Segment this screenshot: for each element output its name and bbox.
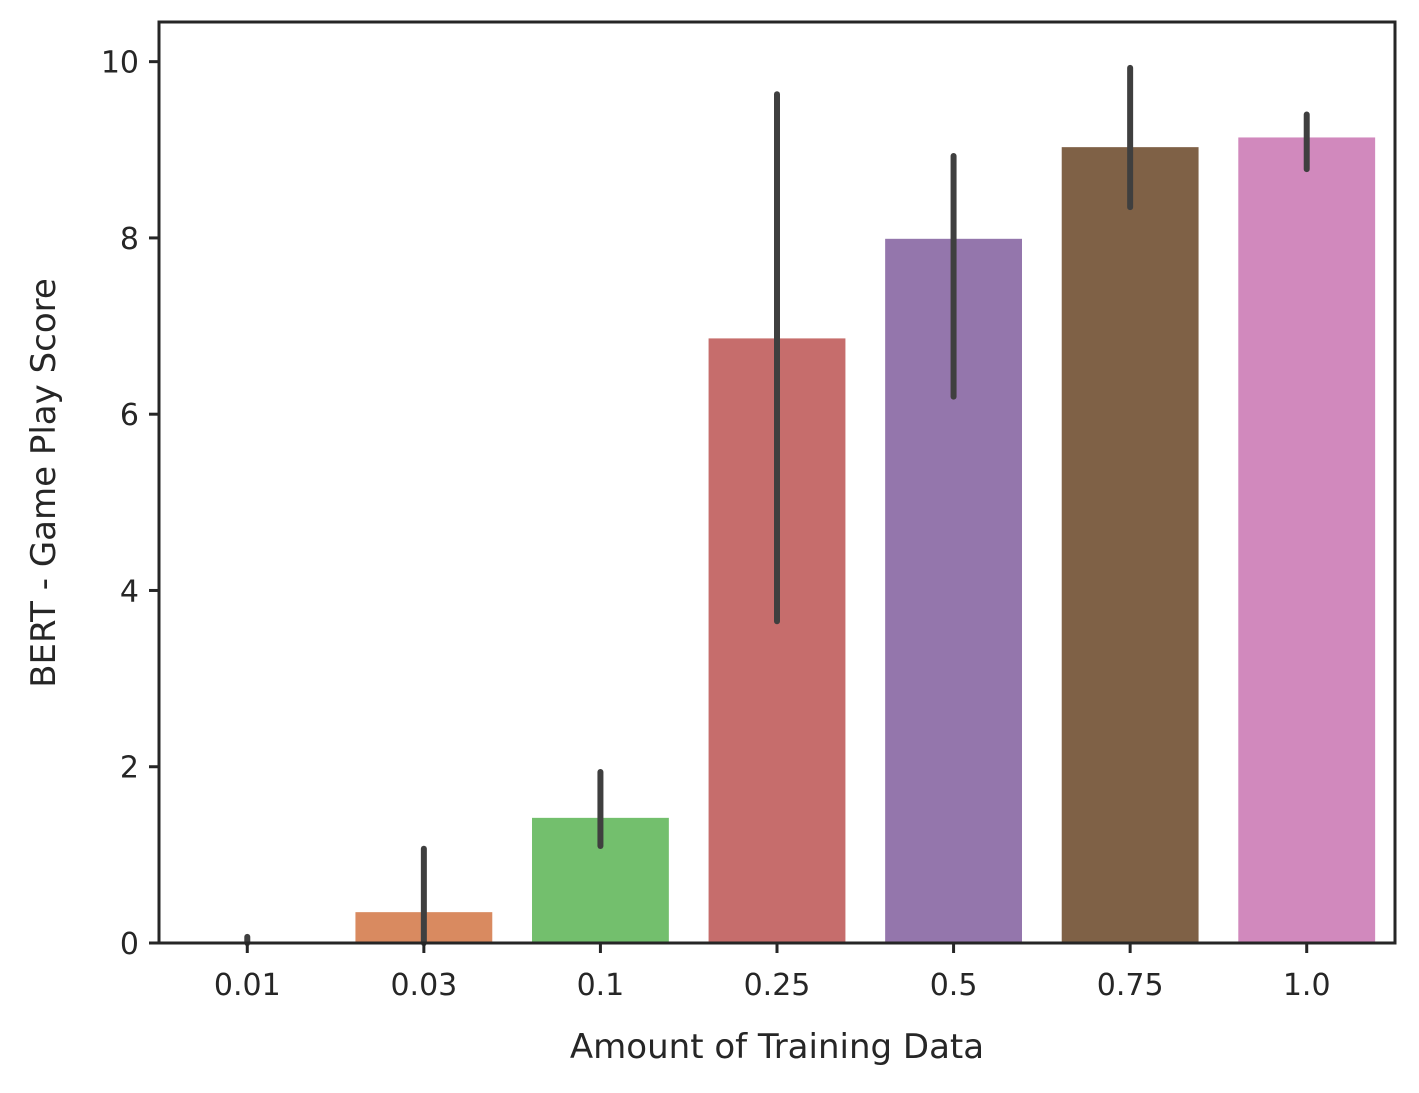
y-tick-label: 4 [120,574,139,609]
y-axis: 0 2 4 6 8 10 [101,46,159,962]
y-tick-label: 0 [120,927,139,962]
bar-0.75 [1061,147,1199,943]
y-tick-label: 6 [120,398,139,433]
x-tick-label: 0.5 [930,968,978,1003]
x-tick-label: 1.0 [1283,968,1331,1003]
x-tick-label: 0.75 [1097,968,1164,1003]
bar-1.0 [1238,137,1376,943]
x-tick-label: 0.25 [744,968,811,1003]
y-tick-label: 8 [120,222,139,257]
x-axis: 0.01 0.03 0.1 0.25 0.5 0.75 1.0 [214,943,1331,1003]
x-tick-label: 0.01 [214,968,281,1003]
x-tick-label: 0.1 [577,968,625,1003]
x-axis-title: Amount of Training Data [570,1027,984,1067]
y-tick-label: 2 [120,751,139,786]
bars-group [355,137,1376,943]
y-tick-label: 10 [101,46,139,81]
error-bars-group [244,64,1310,946]
x-tick-label: 0.03 [390,968,457,1003]
y-axis-title: BERT - Game Play Score [24,278,64,688]
